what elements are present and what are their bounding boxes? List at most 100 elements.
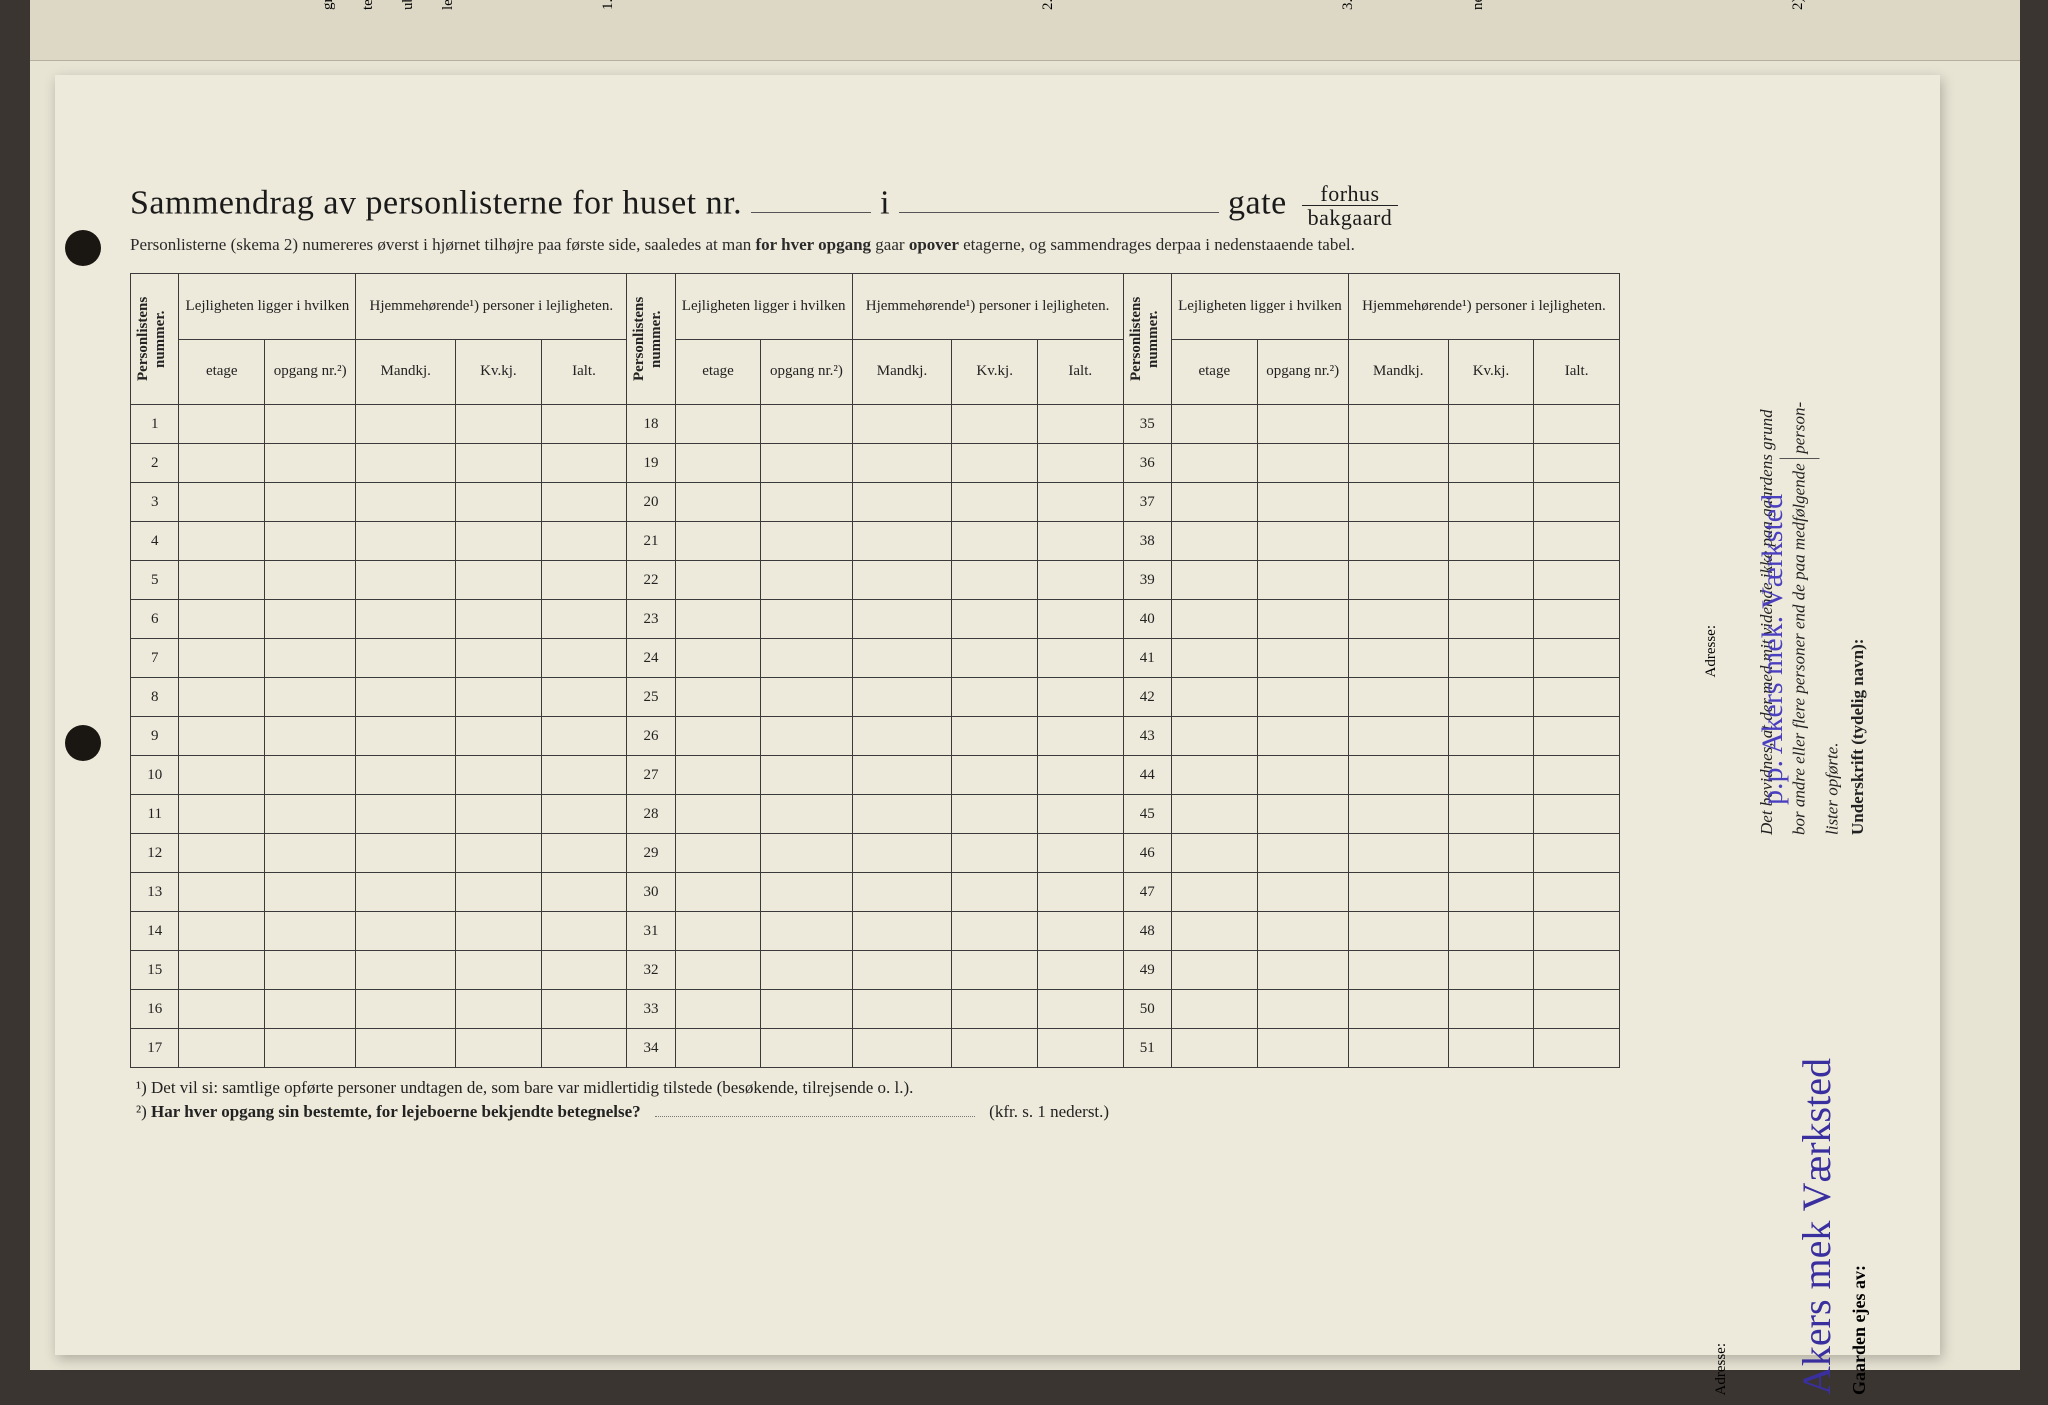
empty-cell xyxy=(179,1029,265,1068)
empty-cell xyxy=(265,795,356,834)
row-number: 24 xyxy=(627,639,675,678)
summary-table: Personlistens nummer. Lejligheten ligger… xyxy=(130,273,1620,1068)
table-row: 173451 xyxy=(131,1029,1620,1068)
empty-cell xyxy=(1172,912,1258,951)
row-number: 22 xyxy=(627,561,675,600)
empty-cell xyxy=(1172,483,1258,522)
empty-cell xyxy=(952,834,1038,873)
empty-cell xyxy=(1348,522,1448,561)
empty-cell xyxy=(1037,990,1123,1029)
table-row: 82542 xyxy=(131,678,1620,717)
row-number: 31 xyxy=(627,912,675,951)
row-number: 26 xyxy=(627,717,675,756)
empty-cell xyxy=(1037,873,1123,912)
empty-cell xyxy=(952,522,1038,561)
empty-cell xyxy=(1172,951,1258,990)
empty-cell xyxy=(1257,600,1348,639)
empty-cell xyxy=(1037,639,1123,678)
empty-cell xyxy=(541,405,627,444)
empty-cell xyxy=(761,678,852,717)
empty-cell xyxy=(265,444,356,483)
empty-cell xyxy=(675,795,761,834)
empty-cell xyxy=(456,951,542,990)
empty-cell xyxy=(179,522,265,561)
hdr-kvkj: Kv.kj. xyxy=(952,339,1038,405)
empty-cell xyxy=(1348,990,1448,1029)
empty-cell xyxy=(1348,405,1448,444)
hdr-lejligheten: Lejligheten ligger i hvilken xyxy=(675,274,852,340)
fraction-top: forhus xyxy=(1302,182,1399,206)
empty-cell xyxy=(456,600,542,639)
empty-cell xyxy=(1172,639,1258,678)
empty-cell xyxy=(541,873,627,912)
empty-cell xyxy=(1172,444,1258,483)
empty-cell xyxy=(1037,405,1123,444)
empty-cell xyxy=(1348,795,1448,834)
empty-cell xyxy=(1534,873,1620,912)
hdr-ialt: Ialt. xyxy=(1534,339,1620,405)
empty-cell xyxy=(1037,834,1123,873)
empty-cell xyxy=(541,834,627,873)
empty-cell xyxy=(456,561,542,600)
empty-cell xyxy=(1037,912,1123,951)
empty-cell xyxy=(1257,873,1348,912)
row-number: 35 xyxy=(1123,405,1171,444)
hdr-ialt: Ialt. xyxy=(541,339,627,405)
empty-cell xyxy=(356,561,456,600)
empty-cell xyxy=(952,912,1038,951)
table-row: 52239 xyxy=(131,561,1620,600)
attest-underskrift-label: Underskrift (tydelig navn): xyxy=(1848,639,1867,835)
attest-count-label: person- xyxy=(1789,402,1808,454)
empty-cell xyxy=(1257,561,1348,600)
empty-cell xyxy=(356,912,456,951)
row-number: 34 xyxy=(627,1029,675,1068)
empty-cell xyxy=(1348,639,1448,678)
cut-label: lej xyxy=(440,0,457,10)
empty-cell xyxy=(356,1029,456,1068)
empty-cell xyxy=(952,795,1038,834)
empty-cell xyxy=(456,639,542,678)
table-row: 32037 xyxy=(131,483,1620,522)
hdr-opgang: opgang nr.²) xyxy=(265,339,356,405)
row-number: 39 xyxy=(1123,561,1171,600)
empty-cell xyxy=(456,444,542,483)
row-number: 14 xyxy=(131,912,179,951)
row-number: 36 xyxy=(1123,444,1171,483)
cut-label: 2) xyxy=(1790,0,1807,10)
empty-cell xyxy=(265,639,356,678)
empty-cell xyxy=(675,756,761,795)
empty-cell xyxy=(761,951,852,990)
empty-cell xyxy=(1448,561,1534,600)
hdr-personlistens-nummer: Personlistens nummer. xyxy=(1126,278,1164,400)
empty-cell xyxy=(179,405,265,444)
row-number: 15 xyxy=(131,951,179,990)
empty-cell xyxy=(456,678,542,717)
row-number: 16 xyxy=(131,990,179,1029)
empty-cell xyxy=(356,873,456,912)
empty-cell xyxy=(1257,639,1348,678)
empty-cell xyxy=(179,639,265,678)
empty-cell xyxy=(356,717,456,756)
row-number: 49 xyxy=(1123,951,1171,990)
subtitle-post: etagerne, og sammendrages derpaa i neden… xyxy=(959,235,1355,254)
form-sheet: Sammendrag av personlisterne for huset n… xyxy=(55,75,1940,1355)
footnote-2-bold: Har hver opgang sin bestemte, for lejebo… xyxy=(151,1102,641,1121)
empty-cell xyxy=(265,717,356,756)
empty-cell xyxy=(952,600,1038,639)
empty-cell xyxy=(1534,483,1620,522)
empty-cell xyxy=(356,756,456,795)
punch-hole-icon xyxy=(65,230,101,266)
row-number: 20 xyxy=(627,483,675,522)
table-row: 42138 xyxy=(131,522,1620,561)
empty-cell xyxy=(1037,522,1123,561)
hdr-hjemmehorende: Hjemmehørende¹) personer i lejligheten. xyxy=(852,274,1123,340)
empty-cell xyxy=(1172,600,1258,639)
empty-cell xyxy=(952,483,1038,522)
empty-cell xyxy=(1348,873,1448,912)
row-number: 10 xyxy=(131,756,179,795)
empty-cell xyxy=(852,834,952,873)
empty-cell xyxy=(675,990,761,1029)
empty-cell xyxy=(265,912,356,951)
empty-cell xyxy=(675,405,761,444)
empty-cell xyxy=(541,639,627,678)
